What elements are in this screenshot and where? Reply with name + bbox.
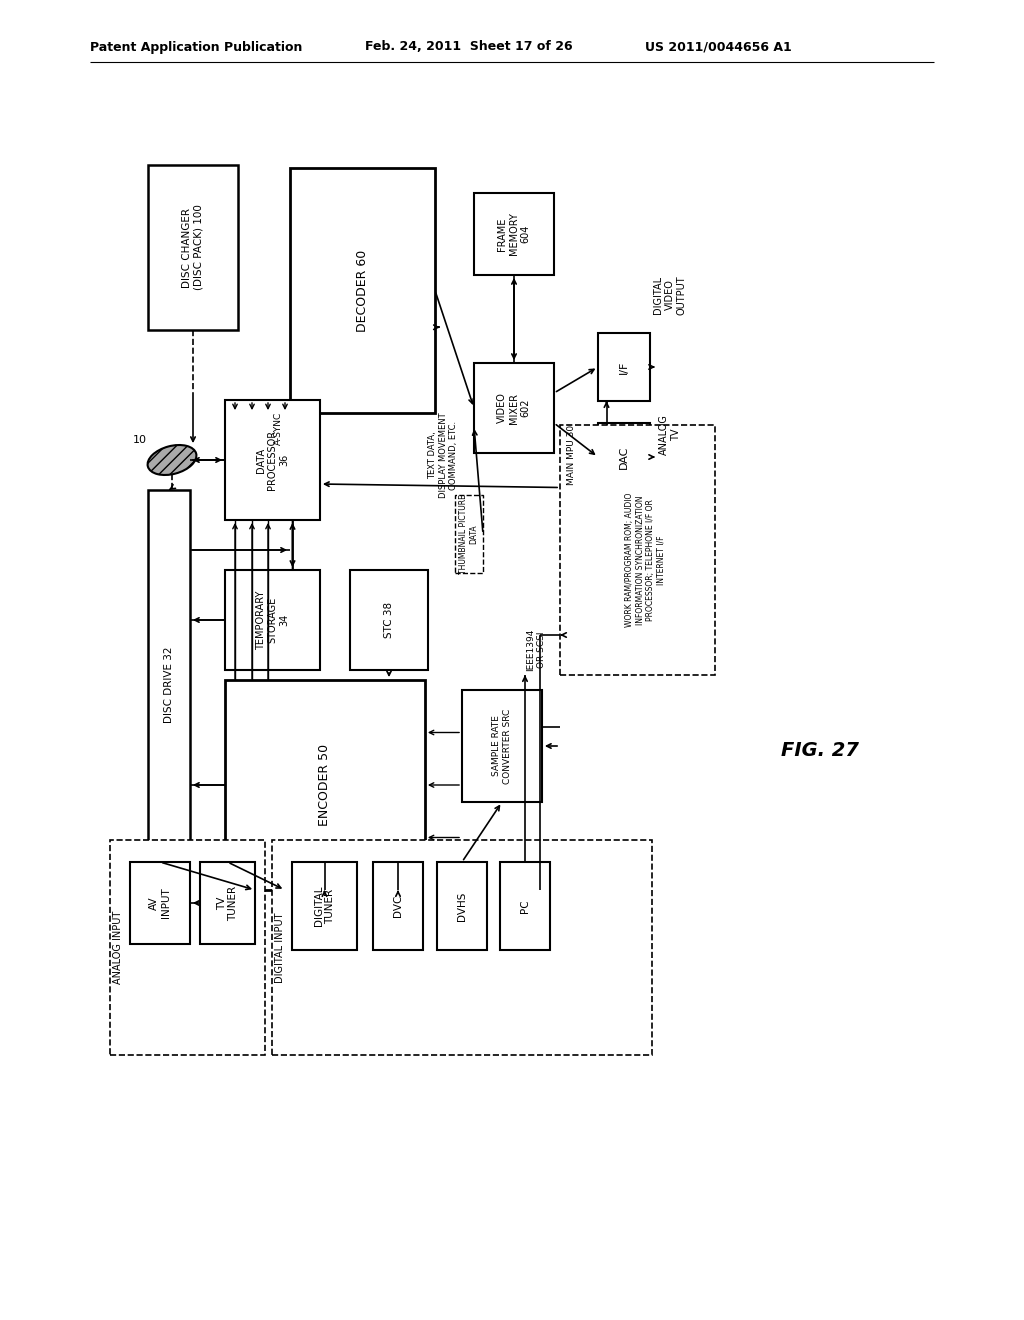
Bar — [474, 193, 554, 275]
Ellipse shape — [147, 445, 197, 475]
Bar — [290, 168, 435, 413]
Text: MAIN MPU 30: MAIN MPU 30 — [567, 425, 577, 484]
Text: DVHS: DVHS — [457, 891, 467, 920]
Bar — [292, 862, 357, 950]
Bar — [130, 862, 190, 944]
Bar — [200, 862, 255, 944]
Text: DISC CHANGER
(DISC PACK) 100: DISC CHANGER (DISC PACK) 100 — [182, 205, 204, 290]
Bar — [110, 840, 265, 1055]
Text: A-SYNC: A-SYNC — [273, 412, 283, 445]
Bar — [272, 840, 652, 1055]
Bar — [225, 680, 425, 890]
Text: DISC DRIVE 32: DISC DRIVE 32 — [164, 647, 174, 723]
Text: THUMBNAIL PICTURE
DATA: THUMBNAIL PICTURE DATA — [460, 494, 478, 574]
Bar — [437, 862, 487, 950]
Text: ANALOG INPUT: ANALOG INPUT — [113, 911, 123, 985]
Text: TEMPORARY
STORAGE
34: TEMPORARY STORAGE 34 — [256, 590, 289, 649]
Text: SAMPLE RATE
CONVERTER SRC: SAMPLE RATE CONVERTER SRC — [493, 709, 512, 784]
Bar — [455, 495, 483, 573]
Text: FRAME
MEMORY
604: FRAME MEMORY 604 — [498, 213, 530, 256]
Text: DIGITAL
VIDEO
OUTPUT: DIGITAL VIDEO OUTPUT — [653, 275, 687, 314]
Bar — [225, 400, 319, 520]
Bar — [148, 165, 238, 330]
Text: TEXT DATA,
DISPLAY MOVEMENT
COMMAND, ETC.: TEXT DATA, DISPLAY MOVEMENT COMMAND, ETC… — [428, 412, 458, 498]
Text: Feb. 24, 2011  Sheet 17 of 26: Feb. 24, 2011 Sheet 17 of 26 — [365, 41, 572, 54]
Text: VIDEO
MIXER
602: VIDEO MIXER 602 — [498, 392, 530, 424]
Text: TV
TUNER: TV TUNER — [217, 886, 239, 920]
Text: FIG. 27: FIG. 27 — [781, 741, 859, 759]
Bar — [373, 862, 423, 950]
Text: Patent Application Publication: Patent Application Publication — [90, 41, 302, 54]
Text: I/F: I/F — [618, 360, 629, 374]
Bar — [560, 425, 715, 675]
Text: DATA
PROCESSOR
36: DATA PROCESSOR 36 — [256, 430, 289, 490]
Text: AV
INPUT: AV INPUT — [150, 887, 171, 919]
Bar — [350, 570, 428, 671]
Text: DIGITAL
TUNER: DIGITAL TUNER — [313, 886, 335, 927]
Text: US 2011/0044656 A1: US 2011/0044656 A1 — [645, 41, 792, 54]
Text: IEEE1394
OR SCSI: IEEE1394 OR SCSI — [526, 628, 546, 671]
Text: DECODER 60: DECODER 60 — [356, 249, 369, 331]
Text: DVC: DVC — [393, 895, 403, 917]
Text: PC: PC — [520, 899, 530, 913]
Text: 10: 10 — [133, 436, 147, 445]
Bar — [598, 333, 650, 401]
Bar — [474, 363, 554, 453]
Bar — [598, 422, 650, 491]
Text: ENCODER 50: ENCODER 50 — [318, 744, 332, 826]
Text: ANALOG
TV: ANALOG TV — [659, 414, 681, 455]
Bar — [225, 570, 319, 671]
Bar — [148, 490, 190, 880]
Text: STC 38: STC 38 — [384, 602, 394, 638]
Text: DAC: DAC — [618, 445, 629, 469]
Bar — [500, 862, 550, 950]
Bar — [462, 690, 542, 803]
Text: WORK RAM/PROGRAM ROM; AUDIO
INFORMATION SYNCHRONIZATION
PROCESSOR; TELEPHONE I/F: WORK RAM/PROGRAM ROM; AUDIO INFORMATION … — [626, 492, 666, 627]
Text: DIGITAL INPUT: DIGITAL INPUT — [275, 912, 285, 983]
